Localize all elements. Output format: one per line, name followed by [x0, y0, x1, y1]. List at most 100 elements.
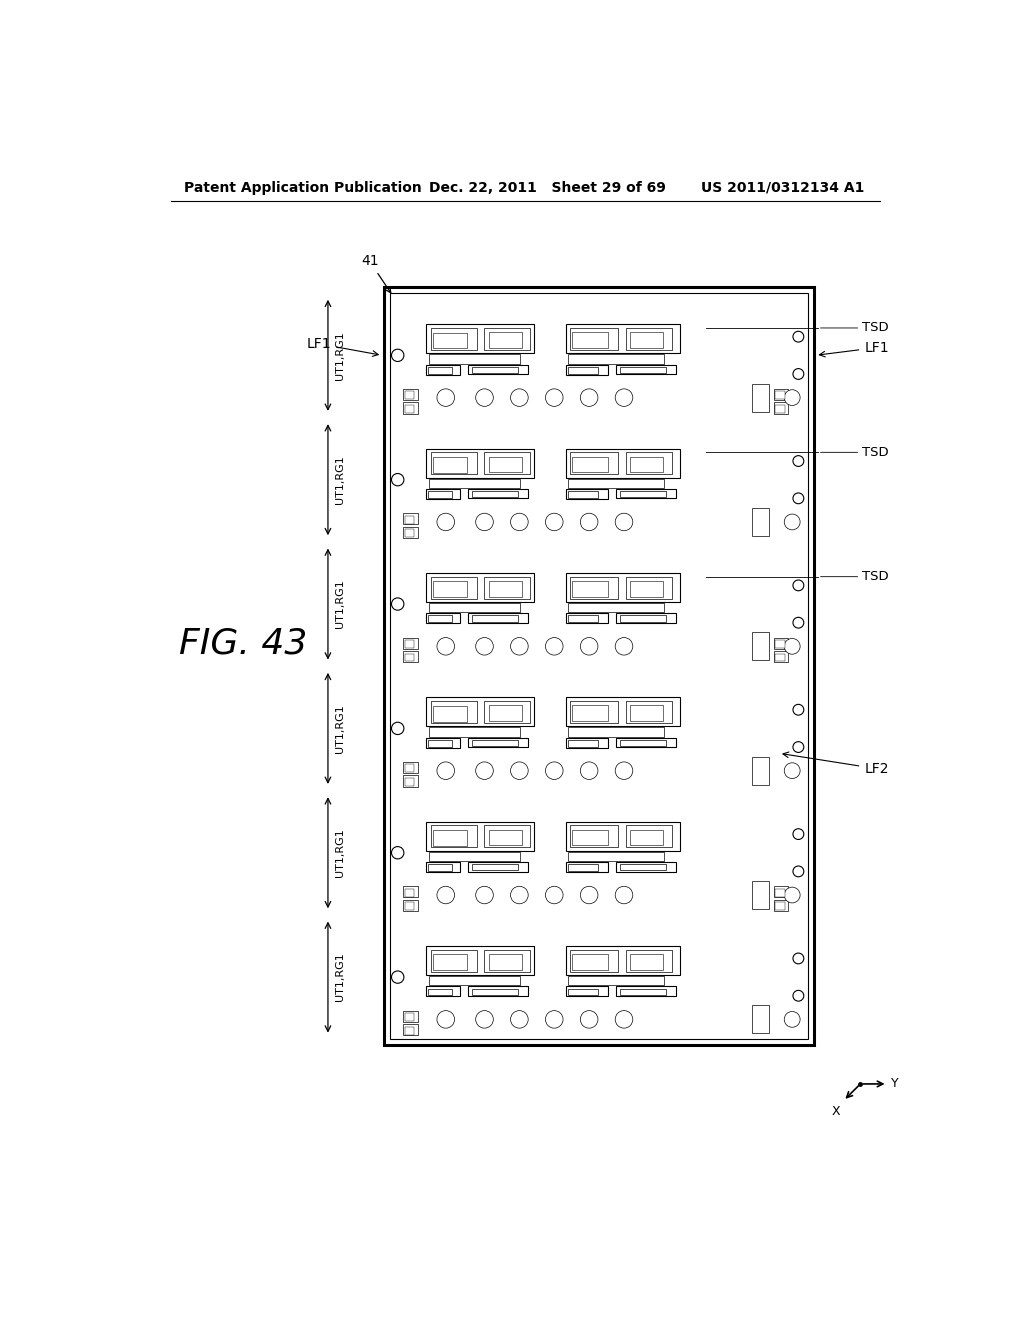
Circle shape [391, 474, 403, 486]
Bar [572, 333, 608, 348]
Bar [426, 364, 460, 375]
Bar [403, 762, 418, 774]
Bar [572, 829, 608, 845]
Bar [403, 775, 418, 787]
Text: UT1,RG1: UT1,RG1 [335, 579, 344, 628]
Bar [630, 333, 664, 348]
Circle shape [793, 331, 804, 342]
Bar [404, 405, 414, 413]
Text: TSD: TSD [862, 446, 889, 459]
Bar [403, 1011, 418, 1022]
Circle shape [784, 1011, 800, 1027]
Circle shape [581, 389, 598, 407]
Bar [488, 829, 522, 845]
Circle shape [793, 368, 804, 379]
Bar [404, 392, 414, 399]
Text: LF2: LF2 [783, 752, 889, 776]
Bar [431, 825, 477, 847]
Bar [433, 581, 467, 597]
Circle shape [437, 638, 455, 655]
Circle shape [437, 886, 455, 904]
Bar [484, 825, 529, 847]
Bar [403, 638, 418, 648]
Bar [429, 851, 519, 861]
Bar [630, 829, 664, 845]
Text: TSD: TSD [862, 570, 889, 583]
Circle shape [793, 455, 804, 466]
Bar [403, 886, 418, 898]
Bar [426, 449, 535, 478]
Circle shape [793, 705, 804, 715]
Circle shape [784, 763, 800, 779]
Bar [620, 615, 666, 622]
Bar [620, 491, 666, 498]
Text: LF1: LF1 [306, 337, 378, 356]
Bar [484, 327, 529, 350]
Bar [568, 851, 665, 861]
Bar [569, 950, 617, 972]
Bar [616, 862, 677, 871]
Bar [384, 286, 814, 1045]
Bar [428, 865, 452, 871]
Bar [431, 701, 477, 723]
Bar [568, 989, 598, 995]
Bar [429, 603, 519, 612]
Bar [566, 614, 608, 623]
Bar [566, 488, 608, 499]
Circle shape [615, 513, 633, 531]
Bar [472, 989, 518, 995]
Circle shape [546, 1011, 563, 1028]
Bar [484, 950, 529, 972]
Circle shape [476, 638, 494, 655]
Bar [404, 777, 414, 785]
Bar [428, 739, 452, 747]
Bar [566, 325, 680, 354]
Bar [775, 392, 784, 399]
Bar [568, 615, 598, 622]
Bar [468, 364, 528, 374]
Circle shape [546, 886, 563, 904]
Bar [472, 615, 518, 622]
Bar [426, 738, 460, 747]
Bar [488, 457, 522, 473]
Circle shape [511, 389, 528, 407]
Bar [426, 697, 535, 726]
Bar [568, 975, 665, 986]
Bar [431, 327, 477, 350]
Circle shape [391, 972, 403, 983]
Bar [626, 577, 672, 599]
Text: TSD: TSD [862, 322, 889, 334]
Circle shape [437, 389, 455, 407]
Bar [431, 453, 477, 474]
Bar [488, 581, 522, 597]
Bar [484, 701, 529, 723]
Bar [472, 367, 518, 374]
Text: FIG. 43: FIG. 43 [178, 627, 307, 660]
Bar [468, 614, 528, 623]
Bar [426, 325, 535, 354]
Bar [620, 367, 666, 374]
Circle shape [511, 1011, 528, 1028]
Bar [428, 989, 452, 995]
Circle shape [476, 1011, 494, 1028]
Bar [433, 954, 467, 970]
Circle shape [511, 762, 528, 779]
Bar [773, 900, 788, 911]
Bar [426, 822, 535, 850]
Bar [404, 640, 414, 648]
Bar [566, 986, 608, 997]
Bar [752, 882, 769, 909]
Circle shape [581, 886, 598, 904]
Circle shape [546, 513, 563, 531]
Circle shape [793, 492, 804, 504]
Bar [566, 449, 680, 478]
Bar [620, 865, 666, 870]
Bar [752, 1006, 769, 1034]
Bar [568, 479, 665, 488]
Circle shape [784, 389, 800, 405]
Bar [568, 603, 665, 612]
Bar [616, 738, 677, 747]
Bar [626, 701, 672, 723]
Bar [472, 865, 518, 870]
Circle shape [615, 389, 633, 407]
